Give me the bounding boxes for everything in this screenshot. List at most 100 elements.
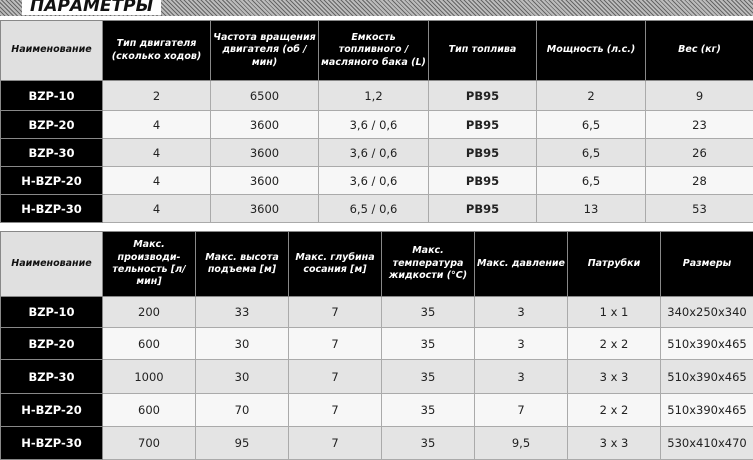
- section-title: ПАРАМЕТРЫ: [22, 0, 161, 15]
- table-cell: 3,6 / 0,6: [319, 111, 429, 139]
- table-cell: 3 x 3: [568, 360, 661, 394]
- table-cell: 3600: [211, 111, 319, 139]
- column-header: Макс. производи-тельность [л/мин]: [103, 232, 196, 297]
- table-cell: 28: [646, 167, 753, 195]
- table-cell: 1 x 1: [568, 297, 661, 328]
- model-name-cell: BZP-30: [1, 139, 103, 167]
- table-cell: PB95: [429, 139, 537, 167]
- column-header: Мощность (л.с.): [537, 21, 646, 81]
- table-cell: 53: [646, 195, 753, 223]
- table-cell: 6,5: [537, 111, 646, 139]
- model-name-cell: BZP-30: [1, 360, 103, 394]
- table-cell: 3,6 / 0,6: [319, 167, 429, 195]
- table-cell: 6,5: [537, 167, 646, 195]
- table-cell: 3,6 / 0,6: [319, 139, 429, 167]
- table-cell: 2 x 2: [568, 328, 661, 360]
- column-header: Частота вращения двигателя (об / мин): [211, 21, 319, 81]
- column-header: Макс. глубина сосания [м]: [289, 232, 382, 297]
- table-cell: 2 x 2: [568, 394, 661, 427]
- table-cell: 6,5 / 0,6: [319, 195, 429, 223]
- table-cell: PB95: [429, 195, 537, 223]
- table-cell: 35: [382, 360, 475, 394]
- table-cell: 7: [475, 394, 568, 427]
- column-header: Макс. высота подъема [м]: [196, 232, 289, 297]
- table-cell: 3 x 3: [568, 427, 661, 460]
- table-cell: 35: [382, 427, 475, 460]
- table-cell: 3: [475, 360, 568, 394]
- table-cell: 600: [103, 328, 196, 360]
- table-cell: 6,5: [537, 139, 646, 167]
- column-header: Наименование: [1, 21, 103, 81]
- table-cell: 30: [196, 328, 289, 360]
- table-cell: 510x390x465: [661, 328, 753, 360]
- table-cell: 9,5: [475, 427, 568, 460]
- table-cell: 3: [475, 297, 568, 328]
- table-cell: 7: [289, 394, 382, 427]
- column-header: Тип двигателя (сколько ходов): [103, 21, 211, 81]
- table-cell: 4: [103, 111, 211, 139]
- table-cell: 3: [475, 328, 568, 360]
- table-cell: 35: [382, 328, 475, 360]
- table-cell: 7: [289, 328, 382, 360]
- table-cell: 3600: [211, 167, 319, 195]
- table-cell: 7: [289, 297, 382, 328]
- model-name-cell: H-BZP-30: [1, 427, 103, 460]
- table-cell: 35: [382, 297, 475, 328]
- table-cell: PB95: [429, 111, 537, 139]
- table-cell: PB95: [429, 167, 537, 195]
- table-cell: 510x390x465: [661, 394, 753, 427]
- table-cell: 13: [537, 195, 646, 223]
- table-cell: 3600: [211, 195, 319, 223]
- table-cell: 9: [646, 81, 753, 111]
- table-cell: 4: [103, 139, 211, 167]
- table-cell: 26: [646, 139, 753, 167]
- model-name-cell: BZP-20: [1, 111, 103, 139]
- column-header: Наименование: [1, 232, 103, 297]
- table-cell: 530x410x470: [661, 427, 753, 460]
- column-header: Вес (кг): [646, 21, 753, 81]
- table-cell: 4: [103, 167, 211, 195]
- table-cell: 1000: [103, 360, 196, 394]
- table-cell: 600: [103, 394, 196, 427]
- model-name-cell: BZP-10: [1, 81, 103, 111]
- table-cell: 70: [196, 394, 289, 427]
- column-header: Макс. температура жидкости (°C): [382, 232, 475, 297]
- table-cell: 4: [103, 195, 211, 223]
- model-name-cell: H-BZP-20: [1, 167, 103, 195]
- model-name-cell: H-BZP-30: [1, 195, 103, 223]
- table-cell: 200: [103, 297, 196, 328]
- table-cell: 2: [537, 81, 646, 111]
- table-cell: 7: [289, 427, 382, 460]
- column-header: Емкость топливного / масляного бака (L): [319, 21, 429, 81]
- table-cell: 7: [289, 360, 382, 394]
- table-cell: 2: [103, 81, 211, 111]
- table-cell: 340x250x340: [661, 297, 753, 328]
- table-cell: 510x390x465: [661, 360, 753, 394]
- column-header: Патрубки: [568, 232, 661, 297]
- column-header: Тип топлива: [429, 21, 537, 81]
- table-cell: 35: [382, 394, 475, 427]
- table-cell: 30: [196, 360, 289, 394]
- table-cell: 23: [646, 111, 753, 139]
- table-cell: 6500: [211, 81, 319, 111]
- table-cell: 3600: [211, 139, 319, 167]
- model-name-cell: BZP-20: [1, 328, 103, 360]
- model-name-cell: H-BZP-20: [1, 394, 103, 427]
- table-cell: 700: [103, 427, 196, 460]
- table-cell: PB95: [429, 81, 537, 111]
- column-header: Макс. давление: [475, 232, 568, 297]
